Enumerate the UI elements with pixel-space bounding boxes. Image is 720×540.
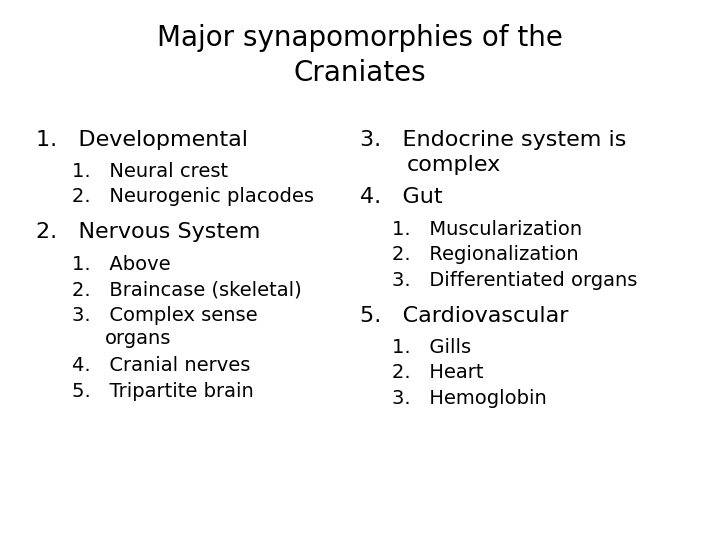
Text: 4.   Cranial nerves: 4. Cranial nerves: [72, 356, 251, 375]
Text: 2.   Nervous System: 2. Nervous System: [36, 222, 261, 242]
Text: 1.   Developmental: 1. Developmental: [36, 130, 248, 150]
Text: 2.   Braincase (skeletal): 2. Braincase (skeletal): [72, 280, 302, 299]
Text: 4.   Gut: 4. Gut: [360, 187, 443, 207]
Text: 2.   Regionalization: 2. Regionalization: [392, 245, 579, 264]
Text: complex: complex: [407, 155, 501, 175]
Text: 3.   Endocrine system is: 3. Endocrine system is: [360, 130, 626, 150]
Text: 5.   Tripartite brain: 5. Tripartite brain: [72, 382, 253, 401]
Text: 3.   Hemoglobin: 3. Hemoglobin: [392, 389, 547, 408]
Text: 1.   Gills: 1. Gills: [392, 338, 472, 357]
Text: 5.   Cardiovascular: 5. Cardiovascular: [360, 306, 569, 326]
Text: 2.   Neurogenic placodes: 2. Neurogenic placodes: [72, 187, 314, 206]
Text: 3.   Differentiated organs: 3. Differentiated organs: [392, 271, 638, 289]
Text: 3.   Complex sense: 3. Complex sense: [72, 306, 258, 325]
Text: organs: organs: [104, 329, 171, 348]
Text: 1.   Muscularization: 1. Muscularization: [392, 220, 582, 239]
Text: 1.   Neural crest: 1. Neural crest: [72, 162, 228, 181]
Text: Major synapomorphies of the
Craniates: Major synapomorphies of the Craniates: [157, 24, 563, 87]
Text: 2.   Heart: 2. Heart: [392, 363, 484, 382]
Text: 1.   Above: 1. Above: [72, 255, 171, 274]
